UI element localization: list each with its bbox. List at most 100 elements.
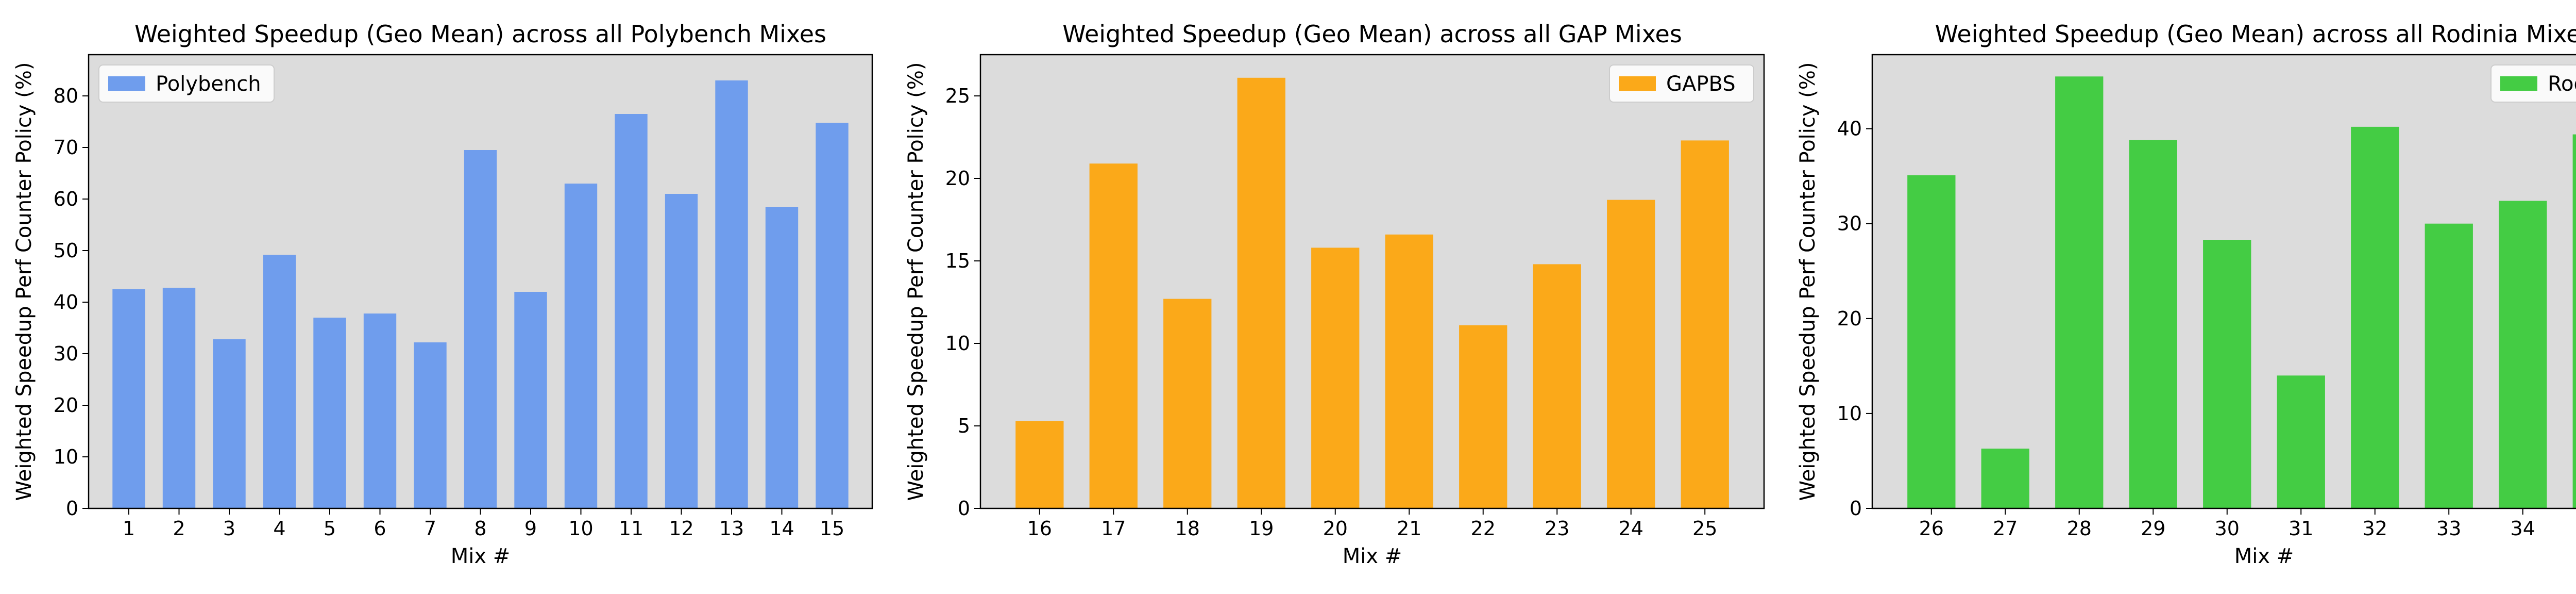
x-tick-label: 32 [2363,517,2387,540]
x-tick-label: 33 [2436,517,2461,540]
legend-label: GAPBS [1666,72,1736,96]
y-tick-label: 60 [54,188,78,210]
x-tick-label: 30 [2215,517,2240,540]
y-axis-label: Weighted Speedup Perf Counter Policy (%) [904,62,928,501]
bar-mix-13 [715,80,748,508]
y-tick-label: 20 [945,167,970,190]
bar-mix-35 [2572,134,2576,509]
bar-mix-26 [1907,175,1956,508]
legend-swatch [1619,76,1656,91]
x-tick-label: 10 [568,517,593,540]
bar-mix-32 [2351,126,2399,508]
x-tick-label: 3 [223,517,235,540]
bar-mix-7 [414,342,447,508]
x-axis-label: Mix # [1343,544,1402,568]
bar-mix-19 [1237,77,1285,509]
x-tick-label: 16 [1027,517,1052,540]
x-tick-label: 7 [424,517,436,540]
x-tick-label: 1 [123,517,135,540]
legend-box [98,64,275,103]
legend-box [1609,64,1754,103]
bar-mix-8 [464,150,497,508]
x-tick-label: 4 [273,517,285,540]
x-tick-label: 22 [1471,517,1496,540]
bar-mix-25 [1681,140,1729,508]
bar-mix-9 [514,292,547,508]
x-tick-label: 24 [1619,517,1643,540]
x-tick-label: 34 [2511,517,2535,540]
bar-mix-20 [1311,248,1360,508]
legend: GAPBS [1609,64,1754,103]
bar-mix-34 [2499,201,2547,508]
bar-mix-21 [1385,234,1433,508]
x-tick-label: 21 [1397,517,1421,540]
y-axis-label: Weighted Speedup Perf Counter Policy (%) [12,62,36,501]
x-tick-label: 6 [374,517,386,540]
y-tick-label: 30 [1837,212,1862,235]
chart-panel-1: 1 2 3 4 5 6 7 8 9 10 11 12 13 14 1501020304050607080We… [12,20,873,568]
bar-mix-30 [2203,240,2251,508]
bar-mix-12 [665,194,698,508]
legend-label: Polybench [156,72,261,96]
x-axis-label: Mix # [451,544,511,568]
y-tick-label: 20 [1837,307,1862,330]
x-tick-label: 9 [524,517,537,540]
y-tick-label: 20 [54,394,78,417]
chart-title: Weighted Speedup (Geo Mean) across all G… [1062,20,1682,48]
x-tick-label: 12 [669,517,693,540]
bar-mix-1 [112,289,145,508]
y-tick-label: 70 [54,136,78,159]
y-tick-label: 30 [54,342,78,365]
x-tick-label: 5 [324,517,336,540]
x-tick-label: 25 [1692,517,1717,540]
plot-frame [979,54,1765,509]
chart-panel-3: 26272829303132333435010203040Weighted Sp… [1796,20,2576,568]
x-tick-label: 23 [1545,517,1569,540]
x-tick-label: 26 [1919,517,1944,540]
y-tick-label: 40 [1837,118,1862,140]
bar-mix-29 [2129,140,2177,508]
x-tick-label: 13 [719,517,744,540]
bar-mix-31 [2277,375,2325,508]
y-tick-label: 0 [1850,497,1862,520]
bar-mix-4 [263,255,296,508]
x-tick-label: 15 [820,517,844,540]
y-tick-label: 10 [945,332,970,355]
y-tick-label: 80 [54,85,78,107]
bar-mix-3 [213,339,246,508]
bar-mix-23 [1533,264,1581,508]
bar-mix-2 [162,288,196,508]
bar-mix-18 [1163,299,1212,508]
y-axis-label: Weighted Speedup Perf Counter Policy (%) [1796,62,1820,501]
bar-mix-14 [765,207,799,508]
y-tick-label: 0 [958,497,970,520]
y-tick-label: 5 [958,415,970,437]
y-tick-label: 10 [1837,402,1862,425]
x-tick-label: 11 [619,517,643,540]
x-tick-label: 14 [769,517,794,540]
bar-mix-22 [1459,325,1507,508]
legend: Polybench [98,64,275,103]
legend-swatch [108,76,145,91]
bar-mix-11 [615,114,648,508]
legend: Rodinia [2490,64,2576,103]
bar-mix-6 [363,314,397,508]
bar-mix-10 [564,184,598,508]
x-tick-label: 27 [1993,517,2018,540]
x-tick-label: 18 [1175,517,1200,540]
x-tick-label: 8 [474,517,486,540]
x-axis-label: Mix # [2234,544,2294,568]
bar-mix-24 [1607,200,1655,509]
y-tick-label: 0 [66,497,78,520]
chart-panel-2: 16 17 18 19 20 21 22 23 24 25 0 5 10 15 20 25 Weighted S… [904,20,1765,568]
legend-label: Rodinia [2548,72,2576,96]
bar-mix-16 [1015,421,1064,508]
bar-mix-17 [1089,163,1138,508]
bar-mix-15 [816,123,849,508]
x-tick-label: 31 [2289,517,2313,540]
chart-title: Weighted Speedup (Geo Mean) across all R… [1935,20,2576,48]
x-tick-label: 29 [2141,517,2165,540]
bar-mix-33 [2425,223,2473,508]
bar-mix-5 [313,318,346,508]
